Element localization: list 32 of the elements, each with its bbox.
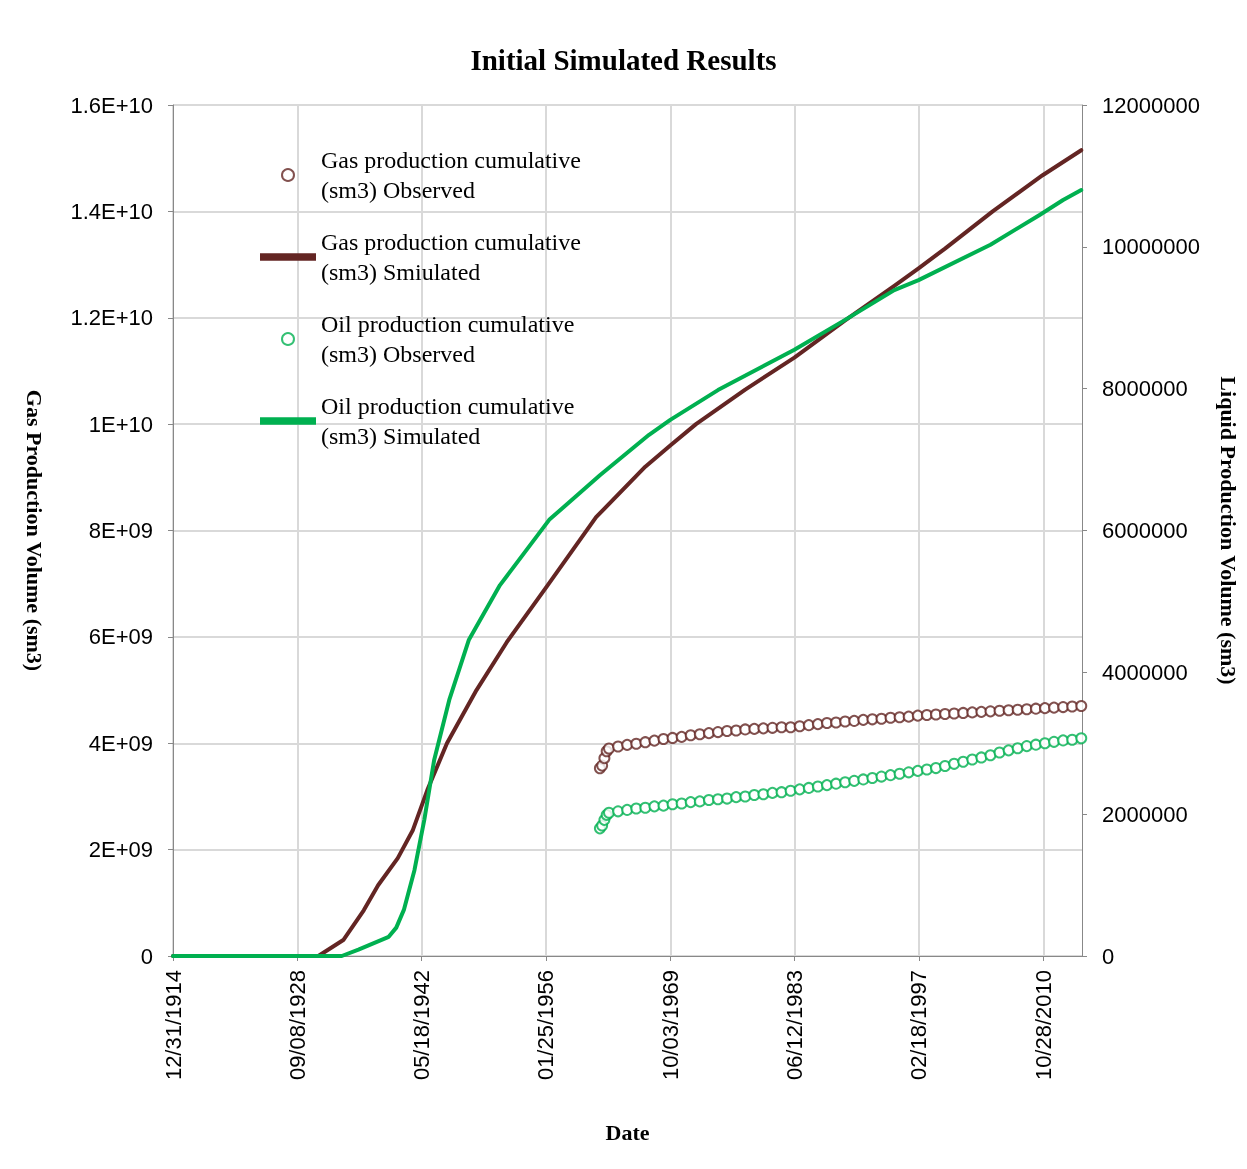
y2-tick-label: 10000000 [1102, 234, 1200, 260]
y-tick-label: 0 [140, 943, 153, 969]
x-tick-label: 09/08/1928 [284, 970, 310, 1081]
chart-title: Initial Simulated Results [470, 43, 777, 76]
legend-label: Oil production cumulative (sm3) Observed [321, 311, 581, 367]
y-tick-label: 1.6E+10 [70, 92, 153, 118]
y2-tick-label: 8000000 [1102, 376, 1188, 402]
y-axis-title: Gas Production Volume (sm3) [21, 389, 47, 672]
y2-tick-label: 2000000 [1102, 801, 1188, 827]
y-tick-label: 1.2E+10 [70, 305, 153, 331]
y-tick-label: 8E+09 [88, 518, 153, 543]
legend-label: Gas production cumulative (sm3) Smiulated [321, 229, 587, 285]
legend-label: Oil production cumulative (sm3) Simulated [321, 393, 581, 449]
x-tick-label: 06/12/1983 [782, 970, 808, 1081]
y2-axis-title: Liquid Production Volume (sm3) [1215, 376, 1241, 685]
x-tick-label: 12/31/1914 [160, 970, 186, 1081]
x-tick-label: 05/18/1942 [409, 970, 435, 1081]
y2-tick-label: 4000000 [1102, 659, 1188, 685]
y-tick-label: 1.4E+10 [70, 198, 153, 224]
x-tick-label: 02/18/1997 [906, 970, 932, 1081]
legend-label: Gas production cumulative (sm3) Observed [321, 147, 587, 203]
y-tick-label: 6E+09 [88, 624, 153, 650]
x-axis-title: Date [605, 1119, 650, 1145]
y2-tick-label: 0 [1102, 943, 1115, 969]
x-tick-label: 01/25/1956 [533, 970, 559, 1081]
x-tick-label: 10/28/2010 [1030, 970, 1056, 1081]
y-tick-label: 4E+09 [88, 730, 153, 756]
x-tick-label: 10/03/1969 [657, 970, 683, 1081]
y-tick-label: 1E+10 [88, 411, 153, 437]
y-tick-label: 2E+09 [88, 837, 153, 863]
y2-tick-label: 12000000 [1102, 92, 1200, 118]
y2-tick-label: 6000000 [1102, 518, 1188, 543]
